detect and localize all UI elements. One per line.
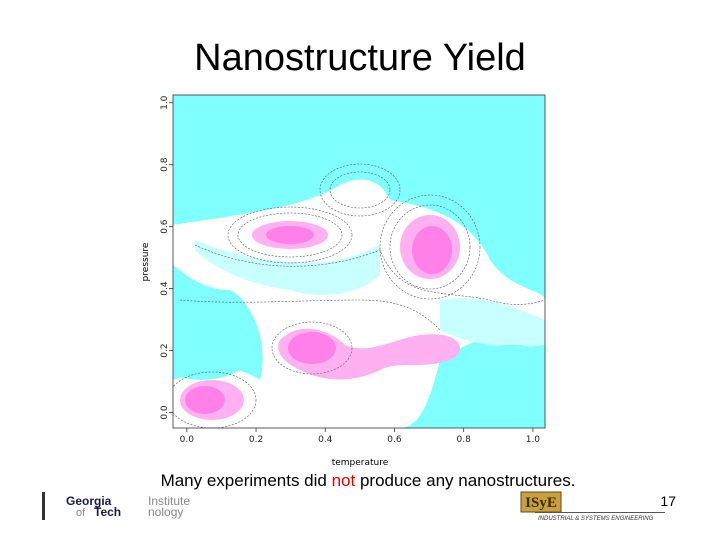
y-tick-label: 0.0 (160, 405, 170, 420)
caption-text: Many experiments did (161, 471, 332, 490)
logo-text: nology (148, 505, 183, 519)
y-tick-label: 0.6 (160, 219, 170, 234)
contour-field (173, 95, 545, 428)
caption: Many experiments did not produce any nan… (161, 471, 576, 490)
x-axis-label: temperature (332, 458, 389, 468)
gt-logo: Georgia Institute of Tech nology (42, 492, 190, 520)
x-tick-label: 0.4 (318, 435, 333, 445)
y-tick-label: 0.8 (160, 157, 170, 172)
y-tick-label: 1.0 (160, 95, 170, 110)
caption-emphasis: not (332, 471, 356, 490)
isye-logo: ISyE INDUSTRIAL & SYSTEMS ENGINEERING (520, 491, 665, 522)
x-tick-label: 0.0 (180, 435, 195, 445)
page-number: 17 (660, 493, 676, 509)
y-tick-label: 0.4 (160, 281, 170, 296)
logo-text: ISyE (525, 495, 557, 511)
axes: 0.0 0.2 0.4 0.6 0.8 1.0 0.0 0.2 0.4 0.6 0.8 1.0 (160, 95, 540, 445)
logo-text: of (76, 507, 86, 519)
caption-text: produce any nanostructures. (355, 471, 575, 490)
y-tick-label: 0.2 (160, 343, 170, 357)
x-tick-label: 0.8 (457, 435, 472, 445)
slide-title: Nanostructure Yield (194, 37, 526, 79)
x-tick-label: 0.6 (387, 435, 402, 445)
logo-text: INDUSTRIAL & SYSTEMS ENGINEERING (538, 516, 654, 522)
logo-text: Georgia (66, 494, 112, 508)
y-axis-label: pressure (141, 242, 151, 281)
x-tick-label: 0.2 (249, 435, 263, 445)
x-tick-label: 1.0 (526, 435, 541, 445)
plot-frame (172, 94, 546, 429)
logo-text: Tech (94, 505, 121, 519)
logo-text: Institute (148, 494, 190, 508)
